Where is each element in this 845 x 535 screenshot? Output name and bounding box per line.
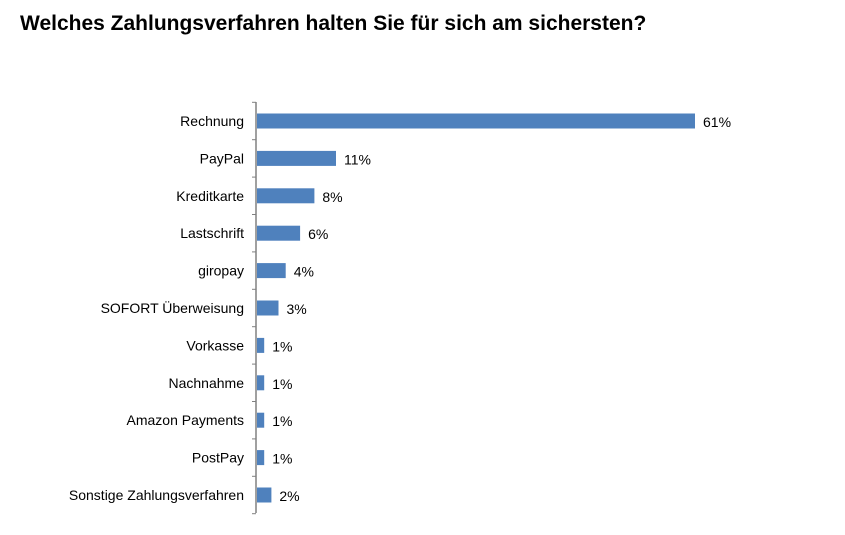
value-label: 61% bbox=[703, 114, 731, 130]
category-label: Amazon Payments bbox=[127, 412, 245, 428]
axis-layer bbox=[252, 101, 257, 515]
bar-rechnung bbox=[257, 113, 695, 129]
value-label: 6% bbox=[308, 226, 328, 242]
bar-lastschrift bbox=[257, 225, 301, 241]
value-label: 1% bbox=[272, 338, 292, 354]
value-label: 1% bbox=[272, 413, 292, 429]
labels-layer: Rechnung 61% PayPal 11% Kreditkarte 8% Lastsch… bbox=[69, 113, 731, 504]
bar-kreditkarte bbox=[257, 188, 315, 204]
bar-giropay bbox=[257, 263, 286, 279]
category-label: Kreditkarte bbox=[176, 188, 244, 204]
category-label: PostPay bbox=[192, 450, 244, 466]
bar-vorkasse bbox=[257, 337, 265, 353]
bar-amazon-payments bbox=[257, 412, 265, 428]
category-label: SOFORT Überweisung bbox=[101, 299, 244, 316]
category-label: giropay bbox=[198, 263, 244, 279]
value-label: 1% bbox=[272, 376, 292, 392]
bar-nachnahme bbox=[257, 375, 265, 391]
category-label: Vorkasse bbox=[186, 337, 244, 353]
bars-layer bbox=[257, 113, 695, 503]
bar-postpay bbox=[257, 450, 265, 466]
value-label: 2% bbox=[279, 488, 299, 504]
chart-title: Welches Zahlungsverfahren halten Sie für… bbox=[20, 12, 647, 35]
value-label: 3% bbox=[287, 301, 307, 317]
value-label: 4% bbox=[294, 264, 314, 280]
category-label: Sonstige Zahlungsverfahren bbox=[69, 487, 244, 503]
value-label: 11% bbox=[344, 151, 371, 167]
bar-paypal bbox=[257, 150, 336, 166]
category-label: Lastschrift bbox=[180, 225, 244, 241]
value-label: 1% bbox=[272, 451, 292, 467]
category-label: Nachnahme bbox=[169, 375, 245, 391]
bar-sonstige-zahlungsverfahren bbox=[257, 487, 272, 503]
category-label: Rechnung bbox=[180, 113, 244, 129]
value-label: 8% bbox=[322, 189, 342, 205]
bar-sofort-berweisung bbox=[257, 300, 279, 316]
category-label: PayPal bbox=[200, 150, 244, 166]
